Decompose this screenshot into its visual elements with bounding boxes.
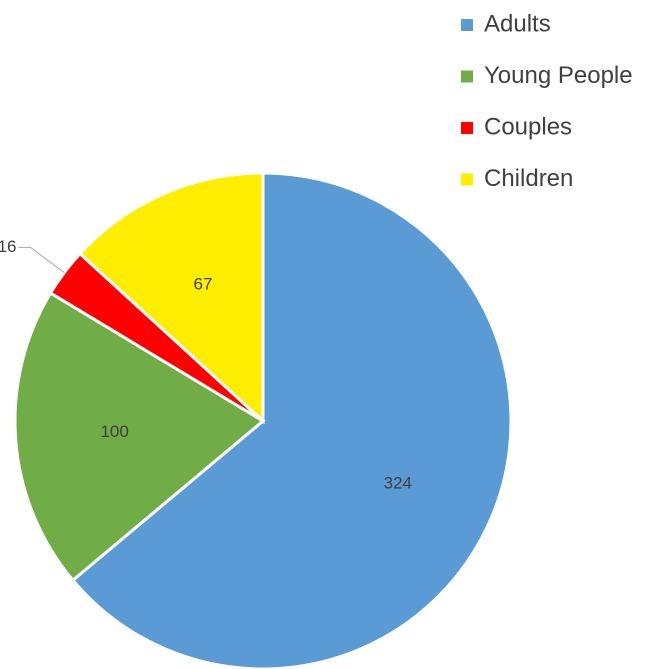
data-label: 100 [100,422,128,441]
legend-label: Children [484,165,573,192]
pie-slice [77,171,265,425]
leader-line [18,246,65,274]
data-label: 16 [0,237,16,256]
pie-slice [70,171,513,669]
pie-slice [13,290,266,583]
legend-label: Young People [484,62,633,89]
legend-swatch [461,173,473,186]
legend-swatch [461,19,473,31]
data-label: 324 [384,473,412,492]
data-label: 67 [194,274,213,293]
legend-label: Adults [484,10,551,37]
legend-swatch [461,70,473,83]
legend-label: Couples [484,113,572,140]
legend-swatch [461,122,473,134]
